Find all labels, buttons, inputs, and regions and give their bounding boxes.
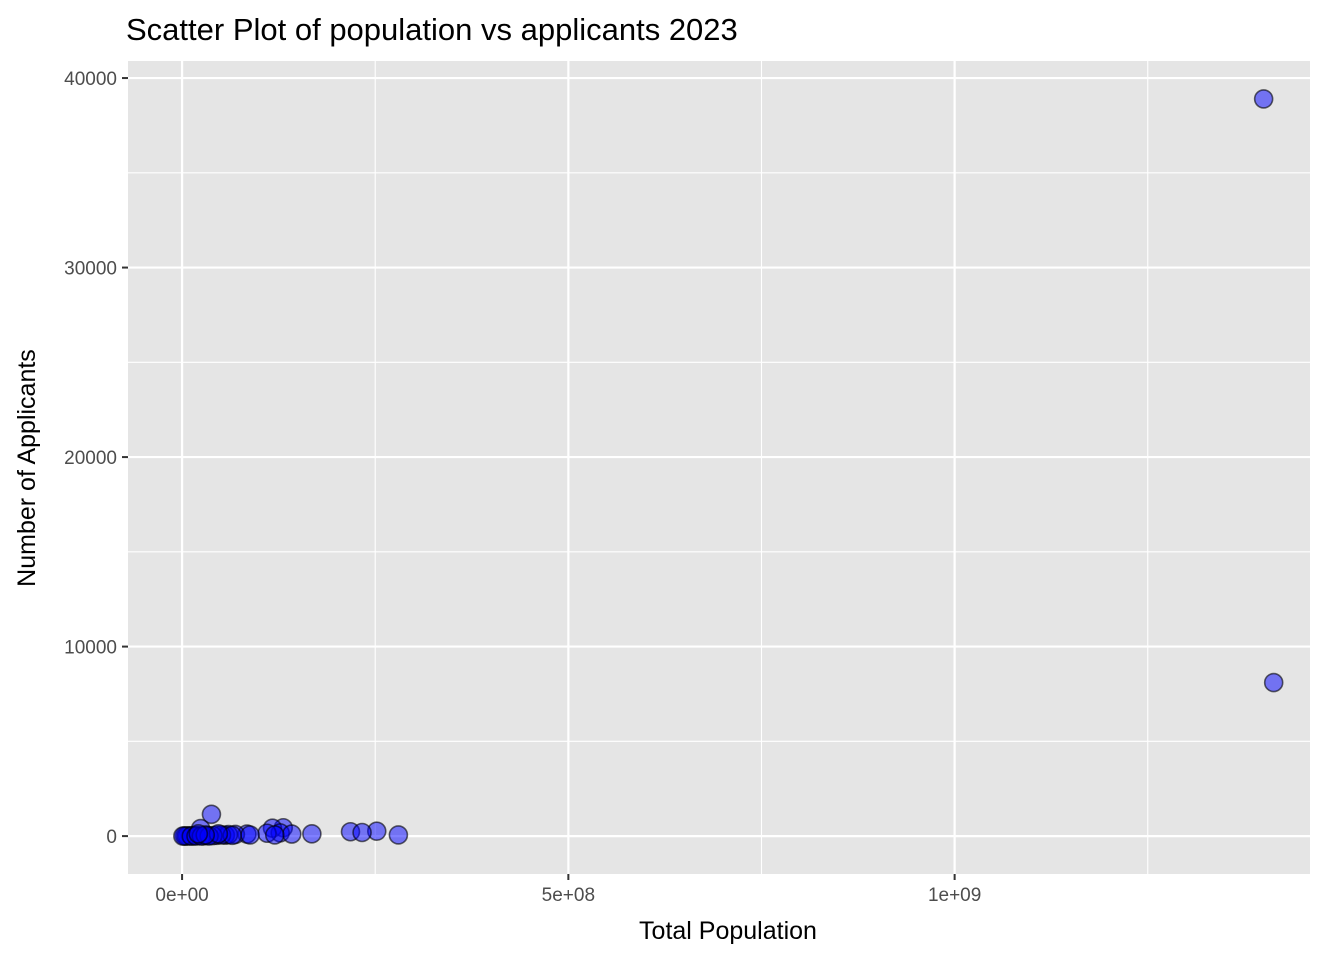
x-tick-label: 0e+00 — [155, 885, 208, 906]
data-point — [201, 804, 222, 825]
minor-gridlines — [128, 61, 1310, 874]
y-axis-ticks: 0 10000 20000 30000 40000 — [64, 69, 128, 848]
y-tick-label: 20000 — [64, 448, 117, 469]
x-tick-label: 1e+09 — [928, 885, 981, 906]
chart-title: Scatter Plot of population vs applicants… — [126, 12, 738, 47]
x-tick-label: 5e+08 — [542, 885, 595, 906]
data-points — [173, 89, 1284, 846]
y-tick-label: 30000 — [64, 259, 117, 280]
data-point — [1253, 89, 1274, 109]
y-axis-title: Number of Applicants — [13, 349, 41, 587]
x-axis-ticks: 0e+00 5e+08 1e+09 — [155, 874, 981, 906]
x-axis-title: Total Population — [639, 917, 817, 945]
data-point — [281, 824, 302, 844]
y-tick-label: 40000 — [64, 69, 117, 90]
data-point — [352, 822, 372, 843]
major-gridlines — [128, 61, 1310, 874]
y-tick-label: 0 — [106, 827, 117, 848]
y-tick-label: 10000 — [64, 638, 117, 659]
plot-panel — [128, 61, 1310, 874]
data-point — [1263, 672, 1284, 693]
data-point — [388, 825, 409, 845]
data-point — [188, 824, 209, 844]
data-point — [240, 825, 260, 845]
data-point — [264, 825, 285, 845]
data-point — [302, 824, 322, 844]
